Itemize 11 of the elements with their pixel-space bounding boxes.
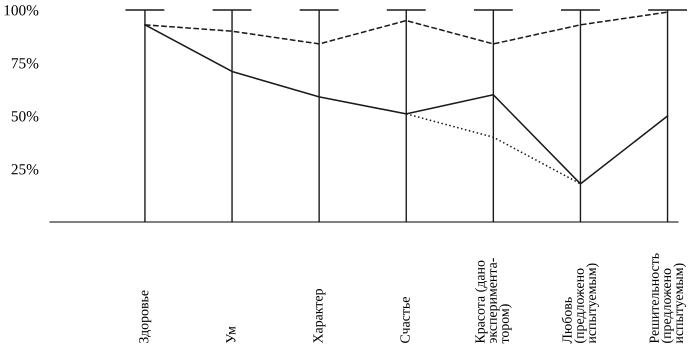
x-tick-label: Здоровье — [139, 290, 152, 343]
y-tick-label: 25% — [12, 164, 38, 174]
x-tick-label: Решительность (предложено испытуемым) — [650, 253, 686, 344]
x-tick-label: Ум — [226, 326, 236, 344]
y-tick-label: 75% — [12, 58, 38, 68]
x-tick-label: Красота (дано эксперимента- тором) — [474, 258, 512, 344]
x-tick-label: Характер — [313, 289, 326, 344]
y-tick-label: 50% — [12, 111, 38, 122]
x-tick-label: Любовь (предложено испытуемым) — [562, 263, 599, 344]
y-tick-label: 100% — [4, 5, 38, 16]
x-tick-label: Счастье — [400, 297, 410, 343]
